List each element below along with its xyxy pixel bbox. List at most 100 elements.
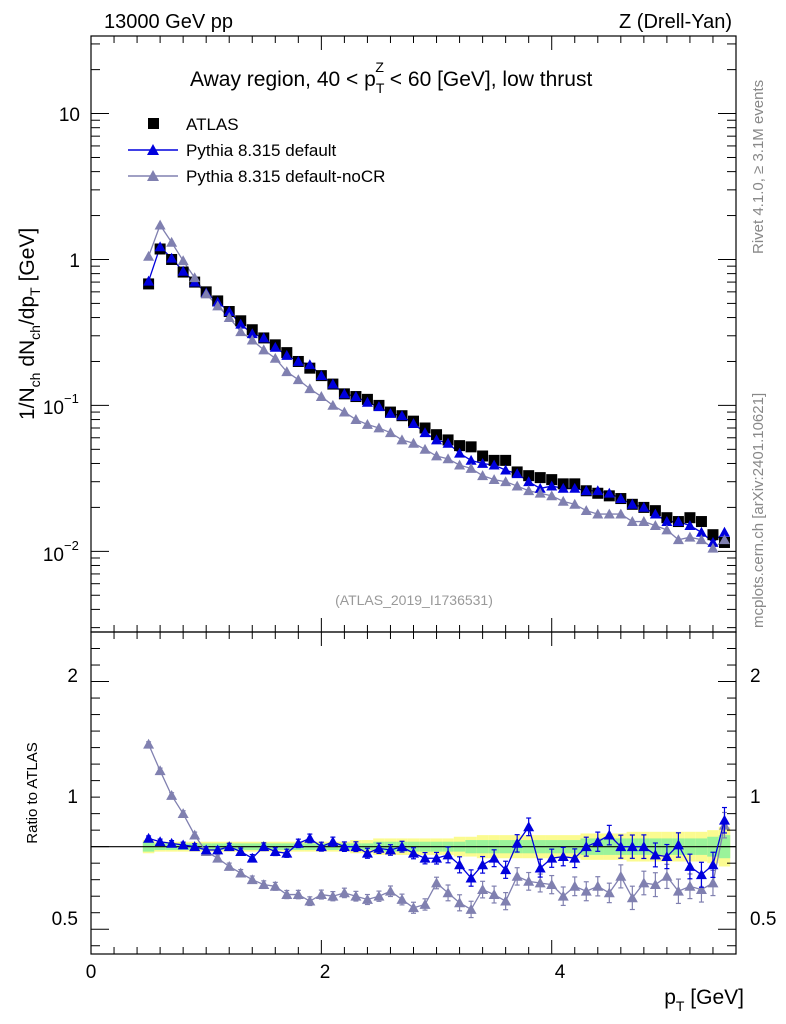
default-point-45 [661, 516, 673, 526]
default-point-19 [361, 396, 373, 407]
nocr-point-18 [350, 414, 362, 424]
nocr-point-13 [292, 374, 304, 385]
ratio-nocr-point-10 [258, 879, 270, 890]
default-point-37 [569, 482, 581, 493]
default-point-48 [695, 526, 707, 537]
title-suffix: < 60 [GeV], low thrust [384, 68, 593, 91]
y-tick-label-10: 10 [59, 105, 80, 126]
ratio-nocr-point-29 [477, 884, 489, 894]
ratio-default-point-16 [327, 836, 339, 847]
ratio-nocr-point-27 [454, 897, 466, 908]
ratio-nocr-point-26 [442, 887, 454, 898]
nocr-point-5 [200, 288, 212, 299]
default-point-28 [465, 454, 477, 465]
x-tick-label-2: 2 [320, 962, 331, 983]
default-point-12 [281, 349, 293, 360]
ratio-nocr-point-46 [672, 885, 684, 896]
ratio-default-point-43 [638, 841, 650, 852]
nocr-point-17 [338, 406, 350, 417]
ratio-default-point-17 [338, 841, 350, 852]
nocr-point-50 [718, 534, 730, 545]
header-right: Z (Drell-Yan) [619, 11, 732, 33]
ratio-default-point-7 [223, 841, 235, 852]
ratio-default-point-39 [592, 836, 604, 847]
atlas-point-29 [477, 450, 489, 462]
ratio-nocr-point-40 [603, 887, 615, 898]
ratio-nocr-point-47 [684, 880, 696, 891]
nocr-point-14 [304, 383, 316, 394]
default-point-20 [373, 401, 385, 412]
nocr-point-21 [384, 427, 396, 438]
nocr-point-7 [223, 312, 235, 322]
ratio-tick-label-right-1: 1 [750, 787, 761, 808]
y-tick-exp-1e-1: −1 [64, 391, 79, 406]
ratio-nocr-point-0 [143, 738, 155, 749]
default-point-27 [454, 447, 466, 458]
ratio-y-axis-label: Ratio to ATLAS [24, 742, 41, 843]
ratio-tick-label-2: 2 [67, 666, 78, 687]
y-tick-label-1: 1 [69, 251, 80, 272]
ratio-default-point-41 [615, 841, 627, 852]
ratio-nocr-point-48 [695, 884, 707, 894]
legend-default-marker [147, 144, 159, 155]
ratio-default-point-42 [626, 841, 638, 852]
default-point-18 [350, 391, 362, 401]
nocr-point-49 [707, 542, 719, 553]
default-point-23 [408, 418, 419, 429]
legend: ATLAS Pythia 8.315 default Pythia 8.315 … [128, 115, 385, 186]
atlas-point-47 [684, 512, 696, 524]
ratio-nocr-point-3 [177, 808, 189, 819]
ratio-nocr-point-15 [315, 889, 327, 899]
default-point-11 [269, 341, 281, 352]
ratio-default-point-5 [200, 844, 212, 855]
ratio-nocr-point-20 [373, 890, 385, 901]
default-point-2 [166, 252, 178, 263]
default-point-22 [396, 410, 408, 421]
nocr-point-29 [477, 470, 489, 481]
ratio-nocr-point-28 [465, 903, 477, 914]
ratio-default-point-40 [603, 829, 615, 840]
nocr-point-15 [315, 391, 327, 401]
ratio-nocr-point-45 [661, 870, 673, 881]
ratio-default-point-32 [511, 837, 523, 848]
default-point-41 [615, 493, 627, 503]
nocr-point-28 [465, 462, 477, 473]
analysis-watermark: (ATLAS_2019_I1736531) [335, 592, 493, 608]
ratio-default-point-25 [431, 852, 443, 863]
nocr-point-4 [189, 272, 201, 283]
ratio-nocr-point-43 [638, 877, 650, 888]
default-point-29 [477, 457, 489, 468]
ratio-nocr-point-39 [592, 880, 604, 891]
ratio-default-point-49 [707, 859, 719, 870]
default-point-3 [177, 265, 189, 276]
atlas-point-33 [523, 470, 535, 482]
y-tick-label-1e-2: 10 [43, 545, 64, 566]
ratio-default-point-9 [246, 852, 258, 863]
nocr-point-10 [258, 344, 270, 355]
ratio-nocr-point-23 [408, 902, 419, 913]
default-point-40 [603, 487, 615, 498]
ratio-nocr-point-34 [534, 877, 546, 888]
atlas-point-27 [454, 440, 466, 452]
default-point-43 [638, 501, 650, 512]
ratio-default-point-24 [419, 852, 431, 863]
nocr-point-40 [603, 508, 615, 519]
default-point-7 [223, 306, 235, 316]
y-tick-exp-1e-2: −2 [64, 538, 79, 553]
nocr-point-33 [523, 485, 535, 496]
main-plot-marks [143, 219, 730, 553]
nocr-point-23 [408, 437, 419, 448]
ratio-nocr-point-11 [269, 880, 281, 891]
default-point-26 [442, 437, 454, 448]
ratio-nocr-point-31 [500, 895, 512, 906]
ratio-nocr-point-7 [223, 860, 235, 871]
ratio-default-point-8 [235, 846, 247, 857]
default-point-16 [327, 378, 339, 389]
default-point-10 [258, 332, 270, 343]
default-point-42 [626, 498, 638, 509]
ratio-nocr-point-2 [166, 789, 178, 800]
nocr-point-41 [615, 508, 627, 519]
nocr-point-32 [511, 480, 523, 491]
nocr-point-12 [281, 366, 293, 377]
